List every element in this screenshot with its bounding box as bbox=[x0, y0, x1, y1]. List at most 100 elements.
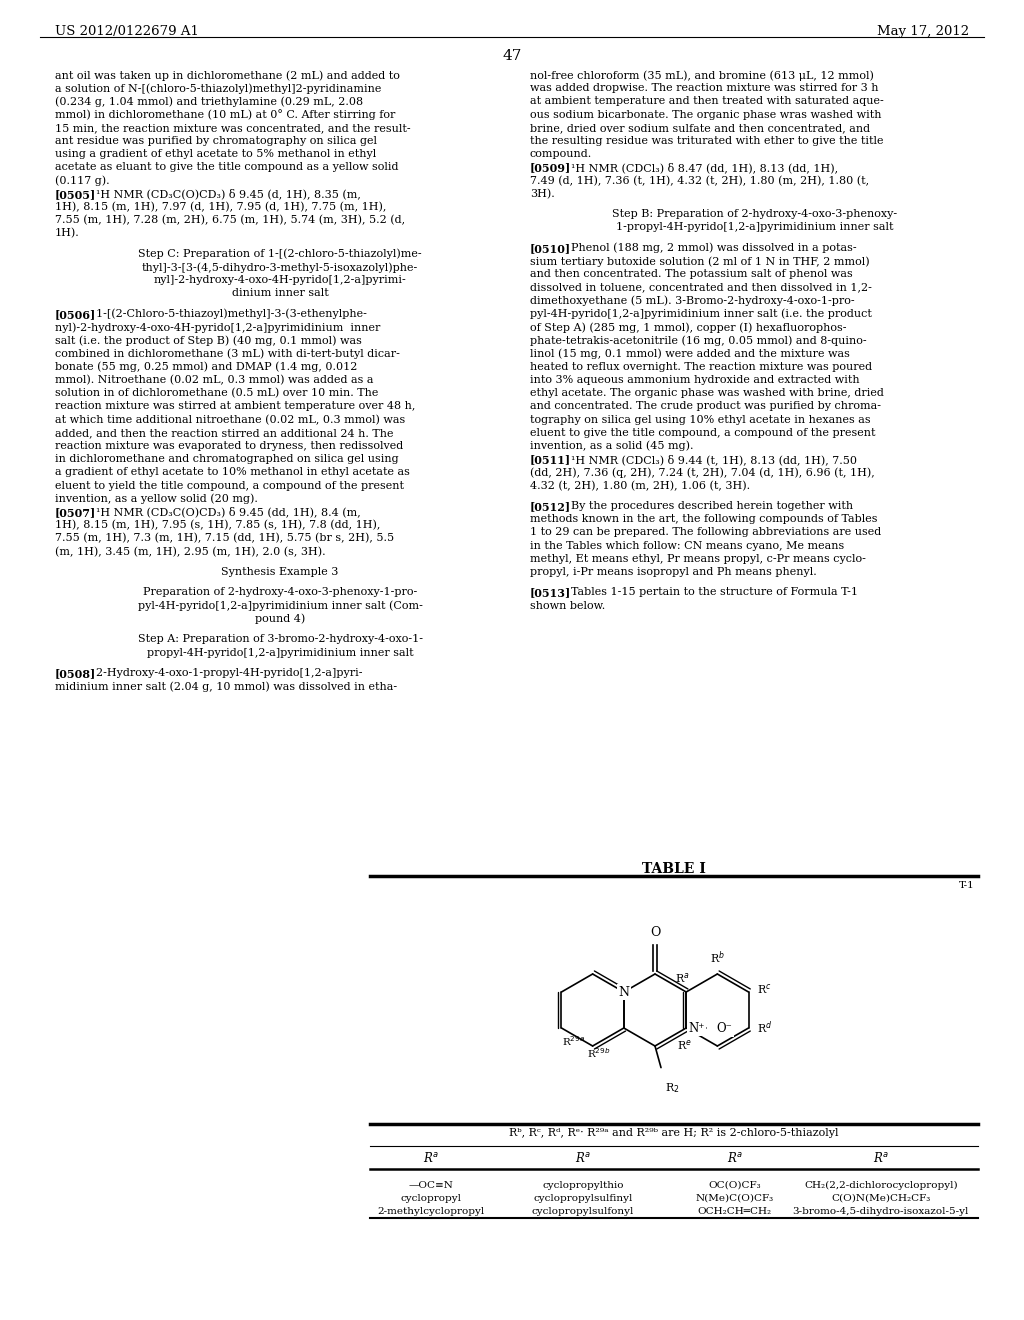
Text: 7.49 (d, 1H), 7.36 (t, 1H), 4.32 (t, 2H), 1.80 (m, 2H), 1.80 (t,: 7.49 (d, 1H), 7.36 (t, 1H), 4.32 (t, 2H)… bbox=[530, 176, 869, 186]
Text: Preparation of 2-hydroxy-4-oxo-3-phenoxy-1-pro-: Preparation of 2-hydroxy-4-oxo-3-phenoxy… bbox=[143, 587, 417, 598]
Text: [0512]: [0512] bbox=[530, 502, 571, 512]
Text: [0507]: [0507] bbox=[55, 507, 96, 517]
Text: 2-Hydroxy-4-oxo-1-propyl-4H-pyrido[1,2-a]pyri-: 2-Hydroxy-4-oxo-1-propyl-4H-pyrido[1,2-a… bbox=[82, 668, 362, 678]
Text: reaction mixture was stirred at ambient temperature over 48 h,: reaction mixture was stirred at ambient … bbox=[55, 401, 416, 412]
Text: R$^{29a}$: R$^{29a}$ bbox=[561, 1034, 585, 1048]
Text: in the Tables which follow: CN means cyano, Me means: in the Tables which follow: CN means cya… bbox=[530, 541, 844, 550]
Text: solution in of dichloromethane (0.5 mL) over 10 min. The: solution in of dichloromethane (0.5 mL) … bbox=[55, 388, 379, 399]
Text: TABLE I: TABLE I bbox=[642, 862, 706, 876]
Text: compound.: compound. bbox=[530, 149, 592, 160]
Text: in dichloromethane and chromatographed on silica gel using: in dichloromethane and chromatographed o… bbox=[55, 454, 398, 465]
Text: R$^b$: R$^b$ bbox=[710, 949, 725, 966]
Text: dinium inner salt: dinium inner salt bbox=[231, 289, 329, 298]
Text: R$^a$: R$^a$ bbox=[872, 1151, 889, 1166]
Text: [0508]: [0508] bbox=[55, 668, 96, 678]
Text: ethyl acetate. The organic phase was washed with brine, dried: ethyl acetate. The organic phase was was… bbox=[530, 388, 884, 399]
Text: linol (15 mg, 0.1 mmol) were added and the mixture was: linol (15 mg, 0.1 mmol) were added and t… bbox=[530, 348, 850, 359]
Text: at which time additional nitroethane (0.02 mL, 0.3 mmol) was: at which time additional nitroethane (0.… bbox=[55, 414, 406, 425]
Text: T-1: T-1 bbox=[959, 880, 975, 890]
Text: [0509]: [0509] bbox=[530, 162, 571, 173]
Text: thyl]-3-[3-(4,5-dihydro-3-methyl-5-isoxazolyl)phe-: thyl]-3-[3-(4,5-dihydro-3-methyl-5-isoxa… bbox=[142, 263, 418, 273]
Text: cyclopropylthio: cyclopropylthio bbox=[542, 1181, 624, 1191]
Text: reaction mixture was evaporated to dryness, then redissolved: reaction mixture was evaporated to dryne… bbox=[55, 441, 403, 451]
Text: 47: 47 bbox=[503, 49, 521, 63]
Text: 1 to 29 can be prepared. The following abbreviations are used: 1 to 29 can be prepared. The following a… bbox=[530, 528, 882, 537]
Text: a solution of N-[(chloro-5-thiazolyl)methyl]2-pyridinamine: a solution of N-[(chloro-5-thiazolyl)met… bbox=[55, 83, 381, 94]
Text: combined in dichloromethane (3 mL) with di-tert-butyl dicar-: combined in dichloromethane (3 mL) with … bbox=[55, 348, 400, 359]
Text: 1H), 8.15 (m, 1H), 7.97 (d, 1H), 7.95 (d, 1H), 7.75 (m, 1H),: 1H), 8.15 (m, 1H), 7.97 (d, 1H), 7.95 (d… bbox=[55, 202, 386, 213]
Text: Step C: Preparation of 1-[(2-chloro-5-thiazolyl)me-: Step C: Preparation of 1-[(2-chloro-5-th… bbox=[138, 249, 422, 260]
Text: of Step A) (285 mg, 1 mmol), copper (I) hexafluorophos-: of Step A) (285 mg, 1 mmol), copper (I) … bbox=[530, 322, 847, 333]
Text: R$^d$: R$^d$ bbox=[757, 1019, 772, 1036]
Text: (m, 1H), 3.45 (m, 1H), 2.95 (m, 1H), 2.0 (s, 3H).: (m, 1H), 3.45 (m, 1H), 2.95 (m, 1H), 2.0… bbox=[55, 546, 326, 557]
Text: pound 4): pound 4) bbox=[255, 614, 305, 624]
Text: propyl-4H-pyrido[1,2-a]pyrimidinium inner salt: propyl-4H-pyrido[1,2-a]pyrimidinium inne… bbox=[146, 648, 414, 657]
Text: 15 min, the reaction mixture was concentrated, and the result-: 15 min, the reaction mixture was concent… bbox=[55, 123, 411, 133]
Text: 7.55 (m, 1H), 7.28 (m, 2H), 6.75 (m, 1H), 5.74 (m, 3H), 5.2 (d,: 7.55 (m, 1H), 7.28 (m, 2H), 6.75 (m, 1H)… bbox=[55, 215, 406, 226]
Text: 1-propyl-4H-pyrido[1,2-a]pyrimidinium inner salt: 1-propyl-4H-pyrido[1,2-a]pyrimidinium in… bbox=[616, 223, 894, 232]
Text: salt (i.e. the product of Step B) (40 mg, 0.1 mmol) was: salt (i.e. the product of Step B) (40 mg… bbox=[55, 335, 361, 346]
Text: eluent to yield the title compound, a compound of the present: eluent to yield the title compound, a co… bbox=[55, 480, 404, 491]
Text: 4.32 (t, 2H), 1.80 (m, 2H), 1.06 (t, 3H).: 4.32 (t, 2H), 1.80 (m, 2H), 1.06 (t, 3H)… bbox=[530, 480, 751, 491]
Text: acetate as eluant to give the title compound as a yellow solid: acetate as eluant to give the title comp… bbox=[55, 162, 398, 173]
Text: invention, as a yellow solid (20 mg).: invention, as a yellow solid (20 mg). bbox=[55, 494, 258, 504]
Text: 2-methylcyclopropyl: 2-methylcyclopropyl bbox=[377, 1206, 484, 1216]
Text: nyl)-2-hydroxy-4-oxo-4H-pyrido[1,2-a]pyrimidinium  inner: nyl)-2-hydroxy-4-oxo-4H-pyrido[1,2-a]pyr… bbox=[55, 322, 380, 333]
Text: phate-tetrakis-acetonitrile (16 mg, 0.05 mmol) and 8-quino-: phate-tetrakis-acetonitrile (16 mg, 0.05… bbox=[530, 335, 866, 346]
Text: pyl-4H-pyrido[1,2-a]pyrimidinium inner salt (Com-: pyl-4H-pyrido[1,2-a]pyrimidinium inner s… bbox=[137, 601, 423, 611]
Text: methyl, Et means ethyl, Pr means propyl, c-Pr means cyclo-: methyl, Et means ethyl, Pr means propyl,… bbox=[530, 554, 866, 564]
Text: Tables 1-15 pertain to the structure of Formula T-1: Tables 1-15 pertain to the structure of … bbox=[557, 587, 858, 598]
Text: tography on silica gel using 10% ethyl acetate in hexanes as: tography on silica gel using 10% ethyl a… bbox=[530, 414, 870, 425]
Text: the resulting residue was triturated with ether to give the title: the resulting residue was triturated wit… bbox=[530, 136, 884, 147]
Text: [0510]: [0510] bbox=[530, 243, 571, 253]
Text: N: N bbox=[618, 986, 630, 998]
Text: O: O bbox=[650, 925, 660, 939]
Text: ant residue was purified by chromatography on silica gel: ant residue was purified by chromatograp… bbox=[55, 136, 377, 147]
Text: ¹H NMR (CD₃C(O)CD₃) δ 9.45 (d, 1H), 8.35 (m,: ¹H NMR (CD₃C(O)CD₃) δ 9.45 (d, 1H), 8.35… bbox=[82, 189, 360, 199]
Text: OC(O)CF₃: OC(O)CF₃ bbox=[709, 1181, 761, 1191]
Text: methods known in the art, the following compounds of Tables: methods known in the art, the following … bbox=[530, 515, 878, 524]
Text: propyl, i-Pr means isopropyl and Ph means phenyl.: propyl, i-Pr means isopropyl and Ph mean… bbox=[530, 568, 817, 577]
Text: 3H).: 3H). bbox=[530, 189, 555, 199]
Text: R$^e$: R$^e$ bbox=[677, 1038, 691, 1052]
Text: shown below.: shown below. bbox=[530, 601, 605, 611]
Text: Phenol (188 mg, 2 mmol) was dissolved in a potas-: Phenol (188 mg, 2 mmol) was dissolved in… bbox=[557, 243, 856, 253]
Text: [0511]: [0511] bbox=[530, 454, 571, 465]
Text: ous sodium bicarbonate. The organic phase wras washed with: ous sodium bicarbonate. The organic phas… bbox=[530, 110, 882, 120]
Text: CH₂(2,2-dichlorocyclopropyl): CH₂(2,2-dichlorocyclopropyl) bbox=[804, 1181, 957, 1191]
Text: 1H), 8.15 (m, 1H), 7.95 (s, 1H), 7.85 (s, 1H), 7.8 (dd, 1H),: 1H), 8.15 (m, 1H), 7.95 (s, 1H), 7.85 (s… bbox=[55, 520, 380, 531]
Text: N: N bbox=[618, 986, 630, 998]
Text: invention, as a solid (45 mg).: invention, as a solid (45 mg). bbox=[530, 441, 693, 451]
Text: using a gradient of ethyl acetate to 5% methanol in ethyl: using a gradient of ethyl acetate to 5% … bbox=[55, 149, 376, 160]
Text: heated to reflux overnight. The reaction mixture was poured: heated to reflux overnight. The reaction… bbox=[530, 362, 872, 372]
Text: bonate (55 mg, 0.25 mmol) and DMAP (1.4 mg, 0.012: bonate (55 mg, 0.25 mmol) and DMAP (1.4 … bbox=[55, 362, 357, 372]
Text: R$_2$: R$_2$ bbox=[665, 1081, 680, 1096]
Text: into 3% aqueous ammonium hydroxide and extracted with: into 3% aqueous ammonium hydroxide and e… bbox=[530, 375, 859, 385]
Text: dissolved in toluene, concentrated and then dissolved in 1,2-: dissolved in toluene, concentrated and t… bbox=[530, 282, 871, 293]
Text: [0506]: [0506] bbox=[55, 309, 96, 319]
Text: ¹H NMR (CDCl₃) δ 9.44 (t, 1H), 8.13 (dd, 1H), 7.50: ¹H NMR (CDCl₃) δ 9.44 (t, 1H), 8.13 (dd,… bbox=[557, 454, 857, 465]
Text: nol-free chloroform (35 mL), and bromine (613 μL, 12 mmol): nol-free chloroform (35 mL), and bromine… bbox=[530, 70, 873, 81]
Text: R$^a$: R$^a$ bbox=[423, 1151, 438, 1166]
Text: (0.117 g).: (0.117 g). bbox=[55, 176, 110, 186]
Text: 7.55 (m, 1H), 7.3 (m, 1H), 7.15 (dd, 1H), 5.75 (br s, 2H), 5.5: 7.55 (m, 1H), 7.3 (m, 1H), 7.15 (dd, 1H)… bbox=[55, 533, 394, 544]
Text: R$^c$: R$^c$ bbox=[757, 982, 771, 997]
Text: brine, dried over sodium sulfate and then concentrated, and: brine, dried over sodium sulfate and the… bbox=[530, 123, 870, 133]
Text: Step B: Preparation of 2-hydroxy-4-oxo-3-phenoxy-: Step B: Preparation of 2-hydroxy-4-oxo-3… bbox=[612, 210, 898, 219]
Text: nyl]-2-hydroxy-4-oxo-4H-pyrido[1,2-a]pyrimi-: nyl]-2-hydroxy-4-oxo-4H-pyrido[1,2-a]pyr… bbox=[154, 276, 407, 285]
Text: cyclopropylsulfinyl: cyclopropylsulfinyl bbox=[534, 1195, 633, 1203]
Text: N⁺: N⁺ bbox=[688, 1022, 705, 1035]
Text: (0.234 g, 1.04 mmol) and triethylamine (0.29 mL, 2.08: (0.234 g, 1.04 mmol) and triethylamine (… bbox=[55, 96, 364, 107]
Text: N(Me)C(O)CF₃: N(Me)C(O)CF₃ bbox=[695, 1195, 774, 1203]
Text: 3-bromo-4,5-dihydro-isoxazol-5-yl: 3-bromo-4,5-dihydro-isoxazol-5-yl bbox=[793, 1206, 969, 1216]
Text: at ambient temperature and then treated with saturated aque-: at ambient temperature and then treated … bbox=[530, 96, 884, 107]
Text: and concentrated. The crude product was purified by chroma-: and concentrated. The crude product was … bbox=[530, 401, 881, 412]
Text: ¹H NMR (CDCl₃) δ 8.47 (dd, 1H), 8.13 (dd, 1H),: ¹H NMR (CDCl₃) δ 8.47 (dd, 1H), 8.13 (dd… bbox=[557, 162, 838, 173]
Text: [0513]: [0513] bbox=[530, 587, 571, 598]
Text: (dd, 2H), 7.36 (q, 2H), 7.24 (t, 2H), 7.04 (d, 1H), 6.96 (t, 1H),: (dd, 2H), 7.36 (q, 2H), 7.24 (t, 2H), 7.… bbox=[530, 467, 874, 478]
Text: Step A: Preparation of 3-bromo-2-hydroxy-4-oxo-1-: Step A: Preparation of 3-bromo-2-hydroxy… bbox=[137, 635, 423, 644]
Text: ¹H NMR (CD₃C(O)CD₃) δ 9.45 (dd, 1H), 8.4 (m,: ¹H NMR (CD₃C(O)CD₃) δ 9.45 (dd, 1H), 8.4… bbox=[82, 507, 360, 517]
Text: R$^a$: R$^a$ bbox=[574, 1151, 591, 1166]
Text: added, and then the reaction stirred an additional 24 h. The: added, and then the reaction stirred an … bbox=[55, 428, 393, 438]
Text: 1H).: 1H). bbox=[55, 228, 80, 239]
